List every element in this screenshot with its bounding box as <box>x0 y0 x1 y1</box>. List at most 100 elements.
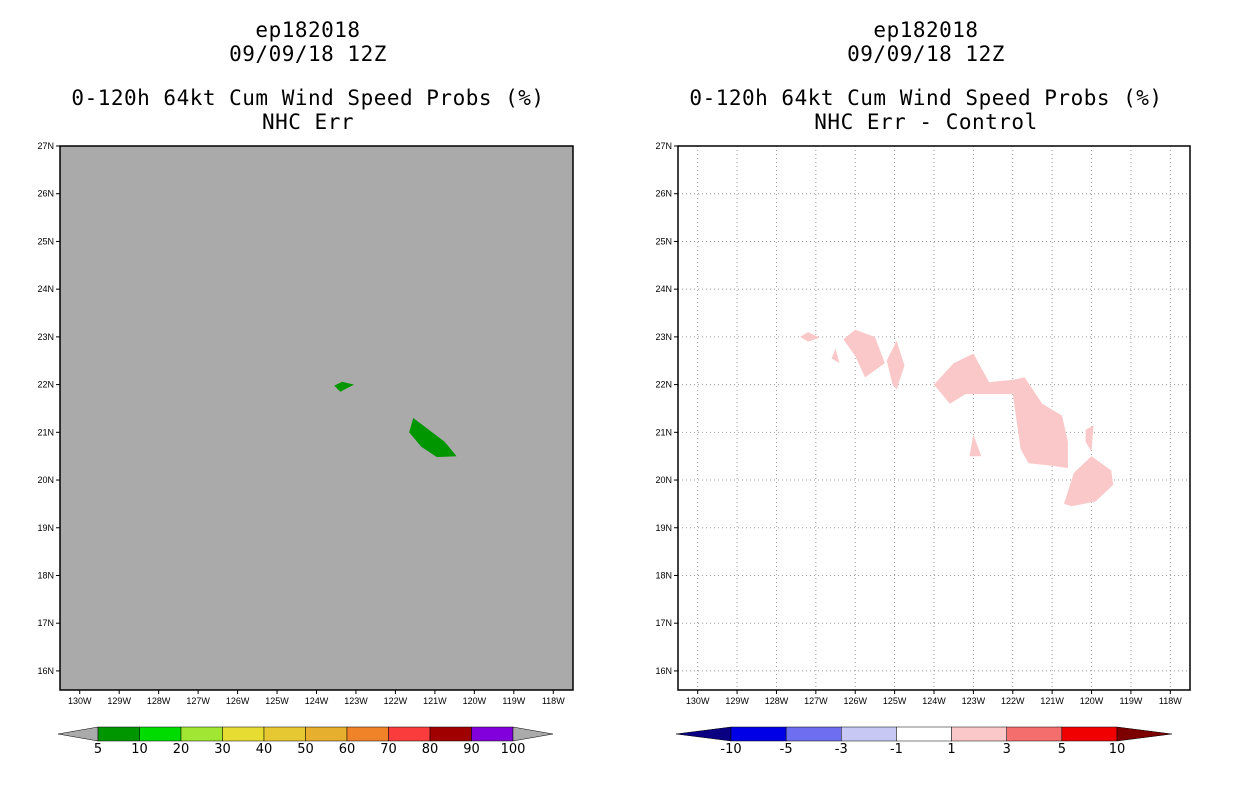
right-lat-label: 23N <box>655 332 672 342</box>
right-colorbar-box <box>730 726 787 742</box>
right-colorbar-label: 5 <box>1058 742 1066 757</box>
left-colorbar-label: 90 <box>463 742 480 757</box>
right-lat-label: 27N <box>655 141 672 151</box>
left-colorbar-label: 70 <box>380 742 397 757</box>
right-lon-label: 130W <box>686 696 710 706</box>
left-lon-label: 119W <box>502 696 525 706</box>
left-colorbar-box <box>263 726 306 742</box>
left-lat-label: 22N <box>37 380 54 390</box>
left-storm-id: ep182018 <box>255 18 361 42</box>
right-lon-label: 127W <box>804 696 828 706</box>
right-lat-label: 19N <box>655 523 672 533</box>
left-lat-label: 21N <box>37 427 54 437</box>
right-lat-label: 18N <box>655 570 672 580</box>
right-region-7 <box>1085 425 1094 452</box>
left-lon-label: 118W <box>542 696 565 706</box>
left-colorbar-box <box>346 726 389 742</box>
left-chart-title: 0-120h 64kt Cum Wind Speed Probs (%) <box>71 86 545 110</box>
left-colorbar-label: 30 <box>214 742 231 757</box>
right-datetime: 09/09/18 12Z <box>847 42 1005 66</box>
right-lon-label: 123W <box>962 696 986 706</box>
right-lon-label: 124W <box>922 696 946 706</box>
left-lon-label: 120W <box>463 696 487 706</box>
left-lon-label: 121W <box>423 696 447 706</box>
left-colorbar-box <box>471 726 514 742</box>
right-lon-label: 122W <box>1001 696 1025 706</box>
right-lat-label: 25N <box>655 236 672 246</box>
right-region-8 <box>1064 456 1114 507</box>
left-colorbar-label: 50 <box>297 742 314 757</box>
right-colorbar-low-arrow <box>675 726 732 742</box>
left-colorbar-label: 100 <box>501 742 526 757</box>
left-colorbar-label: 20 <box>173 742 190 757</box>
left-colorbar-box <box>222 726 265 742</box>
left-lat-label: 24N <box>37 284 54 294</box>
left-colorbar-box <box>388 726 431 742</box>
right-lat-label: 24N <box>655 284 672 294</box>
left-colorbar-low-arrow <box>57 726 99 742</box>
left-lon-label: 128W <box>147 696 171 706</box>
left-lat-label: 26N <box>37 189 54 199</box>
right-lon-label: 120W <box>1080 696 1104 706</box>
right-lon-label: 128W <box>765 696 789 706</box>
right-colorbar-label: -3 <box>835 742 848 757</box>
left-colorbar-label: 10 <box>131 742 148 757</box>
right-colorbar-box <box>841 726 897 742</box>
left-lat-label: 16N <box>37 666 54 676</box>
right-lon-label: 125W <box>883 696 907 706</box>
left-colorbar-box <box>305 726 348 742</box>
right-colorbar-label: 1 <box>947 742 955 757</box>
right-lon-label: 126W <box>843 696 867 706</box>
right-region-2 <box>831 348 840 364</box>
right-colorbar-box <box>1006 726 1063 742</box>
right-lat-label: 17N <box>655 618 672 628</box>
left-lon-label: 125W <box>265 696 289 706</box>
left-lat-label: 19N <box>37 523 54 533</box>
right-region-3 <box>843 329 885 378</box>
left-colorbar-label: 40 <box>256 742 273 757</box>
right-title-block: ep182018 09/09/18 12Z 0-120h 64kt Cum Wi… <box>676 18 1176 134</box>
right-colorbar-label: 10 <box>1109 742 1126 757</box>
left-title-block: ep182018 09/09/18 12Z 0-120h 64kt Cum Wi… <box>58 18 558 134</box>
right-region-6 <box>969 434 982 457</box>
right-region-4 <box>886 340 905 390</box>
left-colorbar-box <box>429 726 472 742</box>
right-chart-title: 0-120h 64kt Cum Wind Speed Probs (%) <box>689 86 1163 110</box>
left-lat-label: 25N <box>37 236 54 246</box>
right-lat-label: 22N <box>655 380 672 390</box>
right-lat-label: 20N <box>655 475 672 485</box>
right-colorbar-label: 3 <box>1003 742 1011 757</box>
right-colorbar-box <box>785 726 842 742</box>
right-storm-id: ep182018 <box>873 18 979 42</box>
right-colorbar-label: -10 <box>720 742 741 757</box>
right-colorbar-label: -5 <box>780 742 793 757</box>
left-lat-label: 17N <box>37 618 54 628</box>
left-region-2 <box>409 418 457 458</box>
left-colorbar-label: 5 <box>94 742 102 757</box>
right-chart-subtitle: NHC Err - Control <box>814 110 1038 134</box>
right-lon-label: 118W <box>1159 696 1182 706</box>
left-colorbar-high-arrow <box>512 726 554 742</box>
left-lon-label: 122W <box>384 696 408 706</box>
right-region-5 <box>934 353 1068 469</box>
left-lon-label: 123W <box>344 696 368 706</box>
right-colorbar-box <box>896 726 952 742</box>
left-colorbar-box <box>97 726 140 742</box>
right-colorbar-high-arrow <box>1116 726 1173 742</box>
right-lat-label: 21N <box>655 427 672 437</box>
right-lon-label: 121W <box>1040 696 1064 706</box>
left-colorbar-box <box>180 726 223 742</box>
left-colorbar-label: 80 <box>422 742 439 757</box>
left-lon-label: 129W <box>107 696 131 706</box>
right-lon-label: 129W <box>725 696 749 706</box>
left-colorbar-box <box>139 726 182 742</box>
left-lon-label: 126W <box>226 696 250 706</box>
right-colorbar-label: -1 <box>890 742 903 757</box>
left-lon-label: 127W <box>186 696 210 706</box>
left-datetime: 09/09/18 12Z <box>229 42 387 66</box>
left-region-1 <box>334 381 354 392</box>
left-lat-label: 18N <box>37 570 54 580</box>
right-colorbar-box <box>1061 726 1118 742</box>
right-lon-label: 119W <box>1120 696 1143 706</box>
